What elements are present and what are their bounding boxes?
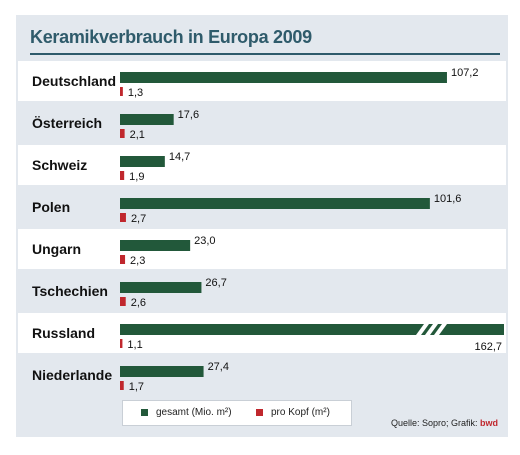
bar-pro-kopf xyxy=(120,381,124,390)
axis-break-mark xyxy=(416,324,429,335)
bar-gesamt xyxy=(120,156,165,167)
chart-title: Keramikverbrauch in Europa 2009 xyxy=(30,27,312,47)
source-note: Quelle: Sopro; Grafik: bwd xyxy=(391,418,498,428)
value-label-gesamt: 17,6 xyxy=(178,109,199,121)
bar-pro-kopf xyxy=(120,213,126,222)
chart-frame: Keramikverbrauch in Europa 2009 Deutschl… xyxy=(16,15,508,437)
value-label-pro-kopf: 1,3 xyxy=(128,87,143,99)
bar-pro-kopf xyxy=(120,339,123,348)
value-label-pro-kopf: 2,6 xyxy=(131,297,146,309)
axis-break-mark xyxy=(434,324,447,335)
row-band xyxy=(18,145,506,185)
row-band xyxy=(18,355,506,395)
value-label-gesamt: 23,0 xyxy=(194,235,215,247)
value-label-gesamt: 27,4 xyxy=(208,361,229,373)
category-label-polen: Polen xyxy=(32,199,70,215)
source-brand: bwd xyxy=(480,418,498,428)
legend-label-total: gesamt (Mio. m²) xyxy=(156,407,232,418)
category-label-niederlande: Niederlande xyxy=(32,367,112,383)
legend: gesamt (Mio. m²) pro Kopf (m²) xyxy=(122,400,352,426)
bar-gesamt xyxy=(120,72,447,83)
value-label-pro-kopf: 2,1 xyxy=(130,129,145,141)
bar-gesamt xyxy=(120,366,204,377)
bar-chart: Deutschland 107,2 1,3 Österreich 17,6 2,1 Schw… xyxy=(18,61,506,395)
legend-swatch-total xyxy=(141,409,148,416)
category-label-ungarn: Ungarn xyxy=(32,241,81,257)
category-label-schweiz: Schweiz xyxy=(32,157,87,173)
axis-break-mark xyxy=(425,324,438,335)
bar-gesamt xyxy=(120,240,191,251)
row-band xyxy=(18,229,506,269)
value-label-gesamt: 26,7 xyxy=(205,277,226,289)
row-band xyxy=(18,271,506,311)
bar-gesamt xyxy=(120,114,174,125)
value-label-pro-kopf: 2,7 xyxy=(131,213,146,225)
bar-pro-kopf xyxy=(120,255,126,264)
bar-gesamt xyxy=(120,324,504,335)
bar-gesamt xyxy=(120,198,430,209)
value-label-gesamt: 101,6 xyxy=(434,193,462,205)
legend-item-total: gesamt (Mio. m²) xyxy=(141,407,232,418)
category-label--sterreich: Österreich xyxy=(32,115,102,131)
value-label-gesamt: 107,2 xyxy=(451,67,479,79)
value-label-pro-kopf: 1,9 xyxy=(129,171,144,183)
value-label-pro-kopf: 1,7 xyxy=(129,381,144,393)
category-label-russland: Russland xyxy=(32,325,95,341)
value-label-pro-kopf: 1,1 xyxy=(127,339,142,351)
bar-pro-kopf xyxy=(120,129,125,138)
legend-item-per-capita: pro Kopf (m²) xyxy=(256,407,330,418)
bar-pro-kopf xyxy=(120,297,126,306)
bar-gesamt xyxy=(120,282,202,293)
bar-pro-kopf xyxy=(120,87,123,96)
title-rule xyxy=(30,53,500,55)
row-band xyxy=(18,103,506,143)
category-label-tschechien: Tschechien xyxy=(32,283,108,299)
value-label-gesamt: 14,7 xyxy=(169,151,190,163)
legend-swatch-per-capita xyxy=(256,409,263,416)
legend-label-per-capita: pro Kopf (m²) xyxy=(271,407,330,418)
source-text: Quelle: Sopro; Grafik: xyxy=(390,418,480,428)
category-label-deutschland: Deutschland xyxy=(32,73,116,89)
value-label-pro-kopf: 2,3 xyxy=(130,255,145,267)
value-label-gesamt: 162,7 xyxy=(474,341,502,353)
bar-pro-kopf xyxy=(120,171,125,180)
